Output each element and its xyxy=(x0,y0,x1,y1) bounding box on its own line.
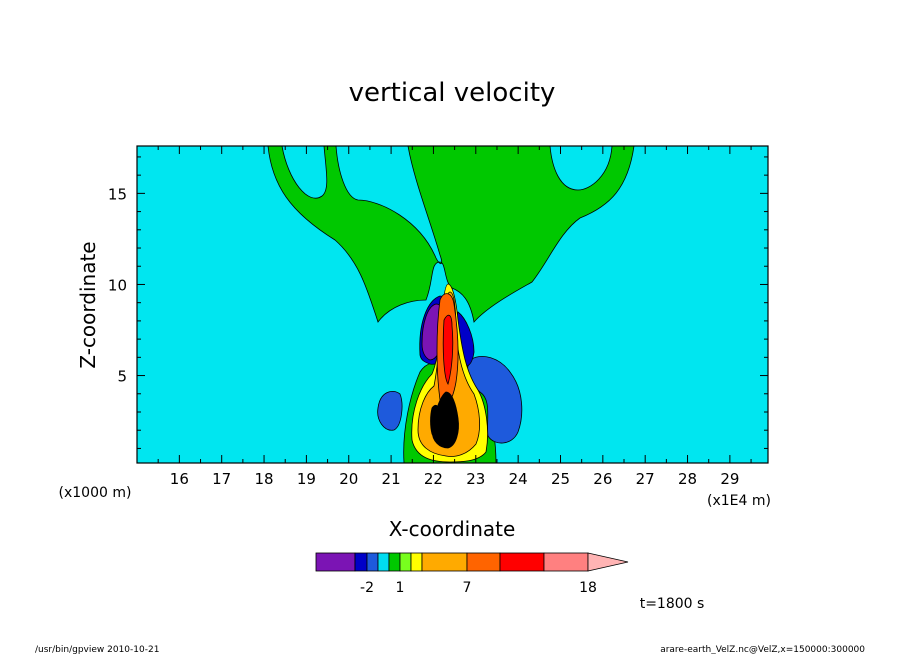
colorbar-label: 7 xyxy=(463,580,472,596)
colorbar-swatch xyxy=(377,552,390,572)
contour-blue-left-cell xyxy=(377,391,403,431)
y-tick-label: 5 xyxy=(117,368,127,386)
colorbar-swatch xyxy=(421,552,468,572)
colorbar-swatch xyxy=(366,552,379,572)
colorbar: -2 1 7 18 xyxy=(315,552,629,596)
x-tick-label: 21 xyxy=(382,470,401,488)
contour-dark-core-right xyxy=(444,401,457,438)
colorbar-extend-arrow xyxy=(587,552,629,572)
colorbar-swatch xyxy=(543,552,589,572)
x-tick-label: 19 xyxy=(297,470,316,488)
colorbar-swatch xyxy=(399,552,412,572)
chart-title: vertical velocity xyxy=(349,78,556,108)
x-tick-label: 25 xyxy=(551,470,570,488)
x-tick-label: 24 xyxy=(509,470,528,488)
x-tick-label: 26 xyxy=(593,470,612,488)
colorbar-swatch xyxy=(410,552,423,572)
colorbar-swatch xyxy=(388,552,401,572)
contour-dark-core-left xyxy=(430,404,441,437)
plot-area xyxy=(137,146,768,463)
colorbar-label: 1 xyxy=(396,580,405,596)
x-tick-label: 23 xyxy=(466,470,485,488)
x-tick-label: 27 xyxy=(636,470,655,488)
x-tick-label: 22 xyxy=(424,470,443,488)
x-tick-label: 29 xyxy=(720,470,739,488)
y-axis: 5 10 15 xyxy=(108,156,768,449)
colorbar-swatch xyxy=(354,552,368,572)
colorbar-swatch xyxy=(315,552,356,572)
x-tick-label: 20 xyxy=(339,470,358,488)
contour-green-plume xyxy=(267,146,635,323)
plot-frame xyxy=(136,145,769,464)
footer-left: /usr/bin/gpview 2010-10-21 xyxy=(35,645,159,654)
contour-red xyxy=(442,314,454,385)
x-axis-units: (x1E4 m) xyxy=(707,493,771,509)
y-tick-label: 15 xyxy=(108,185,127,203)
y-axis-units: (x1000 m) xyxy=(59,485,132,501)
x-axis-label: X-coordinate xyxy=(389,517,516,541)
x-tick-label: 28 xyxy=(678,470,697,488)
footer-right: arare-earth_VelZ.nc@VelZ,x=150000:300000 xyxy=(660,645,865,654)
colorbar-swatch xyxy=(499,552,545,572)
colorbar-label: 18 xyxy=(579,580,597,596)
x-tick-label: 17 xyxy=(212,470,231,488)
x-axis: 16 17 18 19 20 21 22 23 24 25 26 27 28 29 xyxy=(136,146,752,488)
x-tick-label: 16 xyxy=(170,470,189,488)
y-tick-label: 10 xyxy=(108,276,127,294)
colorbar-swatch xyxy=(466,552,501,572)
time-annotation: t=1800 s xyxy=(640,596,705,612)
colorbar-label: -2 xyxy=(360,580,374,596)
y-axis-label: Z-coordinate xyxy=(76,241,100,368)
x-tick-label: 18 xyxy=(255,470,274,488)
